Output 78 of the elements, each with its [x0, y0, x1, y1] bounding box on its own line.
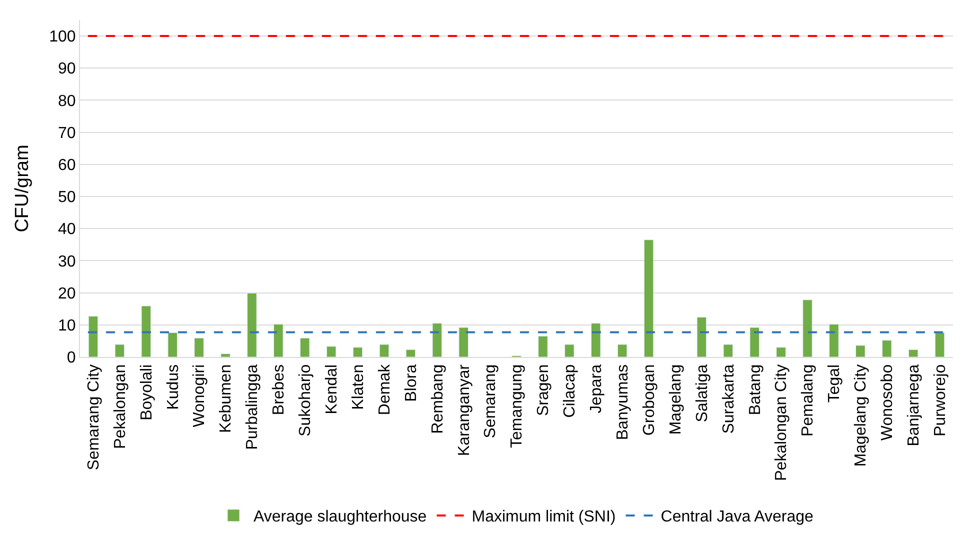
x-tick-label: Banyumas — [614, 364, 632, 440]
y-tick-label: 50 — [58, 189, 76, 206]
x-tick-label: Blora — [402, 364, 420, 402]
bar — [194, 338, 204, 357]
bar — [908, 349, 918, 357]
x-tick-label: Jepara — [588, 364, 606, 414]
x-tick-label: Magelang — [667, 364, 684, 435]
y-tick-label: 30 — [58, 253, 76, 270]
bar — [141, 306, 152, 357]
x-tick-label: Sragen — [535, 364, 552, 416]
x-tick-label: Grobogan — [640, 364, 658, 436]
x-tick-label: Batang — [746, 364, 764, 416]
bar — [882, 340, 892, 357]
bar — [644, 240, 654, 357]
y-tick-label: 80 — [58, 92, 76, 110]
bar — [168, 332, 178, 357]
bar — [590, 323, 601, 357]
bar — [802, 300, 812, 357]
x-tick-label: Kudus — [164, 364, 182, 410]
bar — [750, 327, 760, 357]
bar — [934, 332, 945, 357]
y-tick-label: 40 — [58, 221, 76, 238]
x-tick-label: Kebumen — [218, 364, 235, 433]
x-tick-label: Kendal — [324, 364, 341, 414]
bar — [723, 344, 734, 357]
y-tick-label: 90 — [58, 60, 76, 78]
y-tick-label: 100 — [49, 28, 76, 46]
x-tick-label: Demak — [376, 363, 394, 416]
bar — [88, 316, 98, 357]
x-tick-label: Tegal — [826, 364, 844, 403]
bar — [856, 345, 866, 357]
x-tick-label: Semarang — [482, 364, 500, 438]
bar — [406, 349, 416, 357]
x-tick-label: Salatiga — [694, 364, 711, 422]
bar — [829, 324, 839, 357]
legend-label: Central Java Average — [660, 508, 814, 526]
x-tick-label: Surakarta — [720, 364, 738, 434]
x-tick-label: Rembang — [429, 364, 446, 434]
x-tick-label: Wonogiri — [191, 364, 208, 428]
x-tick-label: Purbalingga — [244, 364, 262, 450]
y-tick-label: 70 — [58, 124, 76, 142]
bar — [564, 344, 574, 357]
y-tick-label: 60 — [58, 157, 76, 174]
bar — [220, 354, 230, 357]
bar — [776, 347, 786, 357]
bar — [696, 316, 707, 357]
bar — [379, 344, 390, 357]
x-tick-label: Wonosobo — [879, 364, 896, 441]
bar — [538, 336, 548, 357]
y-tick-label: 0 — [66, 350, 76, 367]
x-tick-label: Pekalongan — [112, 364, 129, 449]
x-tick-label: Magelang City — [852, 364, 870, 467]
x-tick-label: Sukoharjo — [297, 364, 314, 436]
x-tick-label: Semarang City — [85, 364, 102, 470]
y-tick-label: 20 — [58, 285, 76, 302]
bar — [458, 327, 468, 357]
x-tick-label: Pekalongan City — [773, 364, 790, 481]
x-tick-label: Boyolali — [138, 364, 156, 420]
legend-label: Average slaughterhouse — [254, 508, 427, 526]
x-tick-label: Purworejo — [932, 364, 949, 436]
legend-label: Maximum limit (SNI) — [472, 508, 616, 526]
bar — [274, 324, 284, 357]
bar — [114, 344, 125, 357]
x-tick-label: Brebes — [270, 364, 288, 416]
x-tick-label: Klaten — [350, 364, 367, 410]
bar — [617, 344, 628, 357]
x-tick-label: Temangung — [508, 364, 526, 448]
bar — [326, 346, 336, 357]
y-axis-title: CFU/gram — [12, 144, 33, 232]
x-tick-label: Pemalang — [800, 364, 817, 436]
bar — [352, 347, 363, 357]
bar — [247, 292, 257, 357]
y-tick-label: 10 — [58, 318, 76, 334]
x-tick-label: Banjarnega — [906, 364, 923, 446]
bar — [300, 338, 310, 357]
x-tick-label: Karanganyar — [456, 364, 473, 456]
bar — [432, 323, 442, 357]
x-tick-label: Cilacap — [562, 364, 579, 418]
